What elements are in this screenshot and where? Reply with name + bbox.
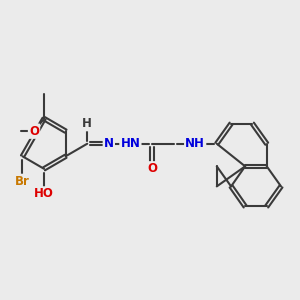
Text: O: O bbox=[29, 125, 39, 138]
Text: H: H bbox=[82, 117, 92, 130]
Text: HN: HN bbox=[121, 137, 140, 150]
Text: Br: Br bbox=[15, 175, 30, 188]
Text: N: N bbox=[104, 137, 114, 150]
Text: O: O bbox=[147, 162, 157, 175]
Text: NH: NH bbox=[185, 137, 205, 150]
Text: HO: HO bbox=[34, 188, 54, 200]
